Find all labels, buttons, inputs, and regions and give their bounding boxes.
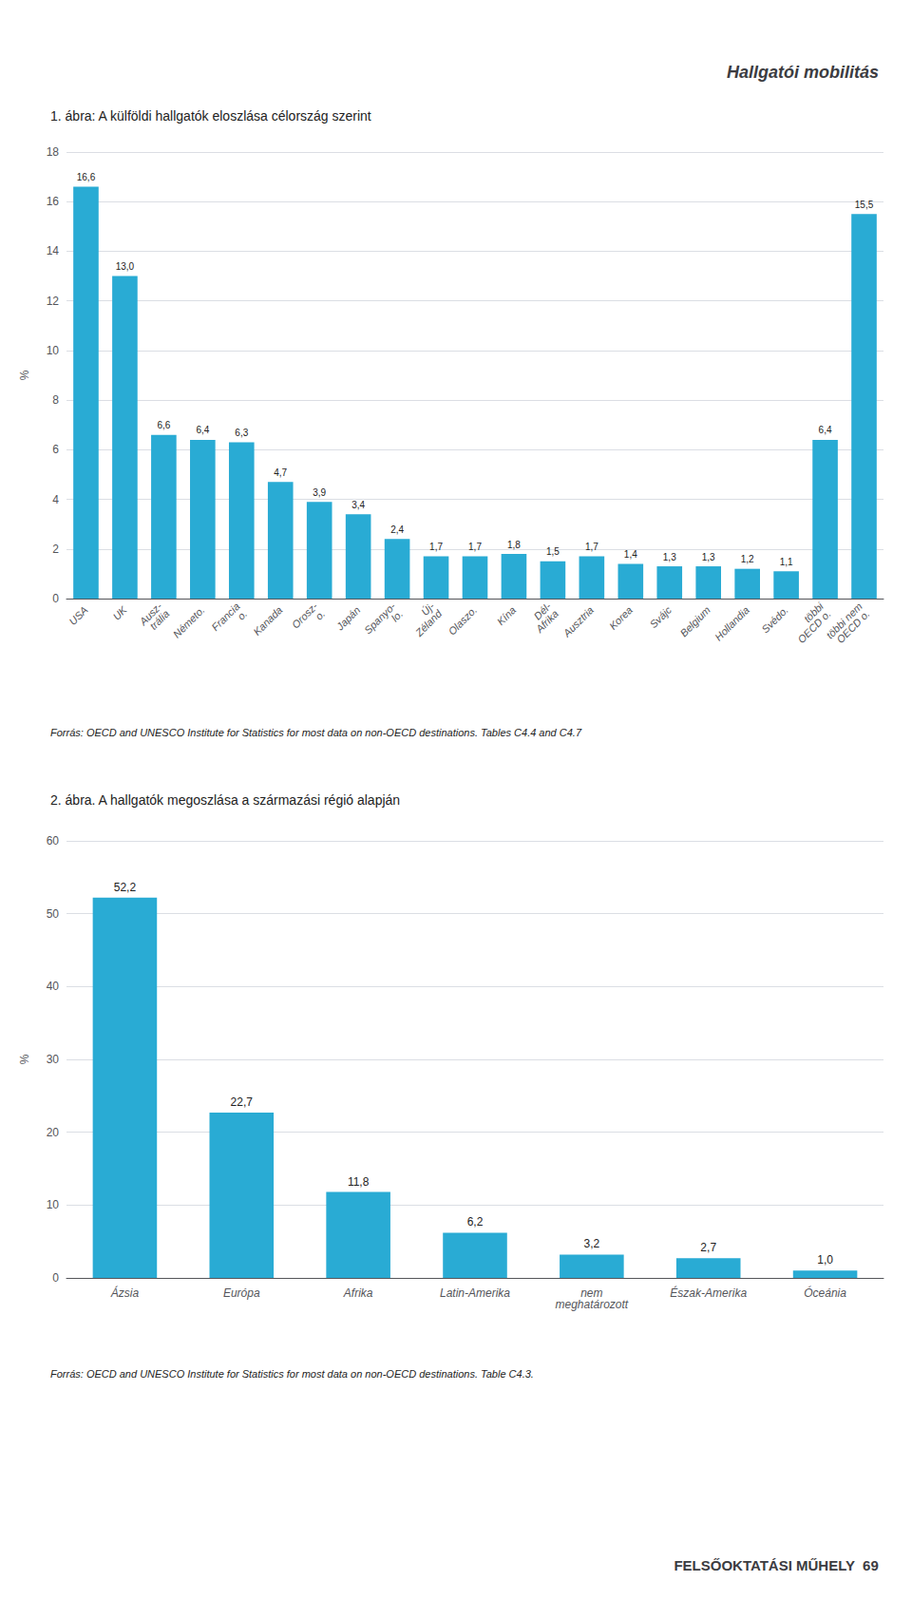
svg-text:20: 20 (46, 1125, 60, 1140)
svg-text:Forrás: OECD and UNESCO Instit: Forrás: OECD and UNESCO Institute for St… (50, 726, 583, 739)
svg-text:FELSŐOKTATÁSI MŰHELY 69: FELSŐOKTATÁSI MŰHELY 69 (673, 1557, 878, 1574)
svg-text:Afrika: Afrika (342, 1286, 374, 1300)
svg-text:6: 6 (52, 442, 59, 456)
svg-text:Ausztria: Ausztria (560, 604, 596, 640)
svg-text:22,7: 22,7 (230, 1095, 254, 1109)
svg-text:1,7: 1,7 (429, 541, 443, 552)
svg-text:6,4: 6,4 (818, 424, 833, 436)
svg-text:4,7: 4,7 (273, 467, 287, 478)
svg-text:1,4: 1,4 (624, 549, 638, 560)
svg-text:1,7: 1,7 (585, 541, 599, 552)
svg-text:UK: UK (110, 603, 130, 623)
svg-text:14: 14 (46, 244, 60, 258)
svg-text:Európa: Európa (223, 1286, 261, 1300)
svg-text:4: 4 (52, 493, 59, 507)
svg-text:2. ábra. A hallgatók megoszlás: 2. ábra. A hallgatók megoszlása a szárma… (50, 792, 400, 808)
svg-text:0: 0 (52, 591, 59, 606)
svg-text:1,7: 1,7 (468, 541, 482, 552)
svg-text:Kanada: Kanada (250, 604, 285, 638)
svg-text:0: 0 (52, 1271, 59, 1285)
svg-text:trália: trália (147, 608, 171, 632)
svg-text:Zéland: Zéland (412, 607, 445, 640)
svg-text:Kína: Kína (494, 604, 518, 627)
svg-text:Olaszo.: Olaszo. (445, 604, 479, 638)
svg-text:%: % (18, 1053, 32, 1064)
svg-text:50: 50 (46, 907, 60, 921)
svg-text:Új-: Új- (418, 600, 437, 618)
svg-text:%: % (18, 369, 32, 380)
svg-text:Latin-Amerika: Latin-Amerika (439, 1286, 511, 1300)
svg-text:Ausz-: Ausz- (137, 600, 165, 628)
svg-text:USA: USA (66, 604, 90, 627)
svg-text:1,3: 1,3 (663, 551, 677, 563)
svg-text:Belgium: Belgium (677, 604, 713, 640)
svg-text:Óceánia: Óceánia (803, 1285, 847, 1300)
svg-text:6,4: 6,4 (195, 424, 209, 436)
svg-text:Dél-: Dél- (531, 600, 554, 622)
svg-text:6,2: 6,2 (467, 1215, 484, 1229)
svg-text:3,2: 3,2 (584, 1236, 601, 1251)
svg-text:16,6: 16,6 (76, 171, 96, 183)
svg-text:3,4: 3,4 (351, 499, 365, 511)
svg-text:többi: többi (801, 600, 826, 625)
svg-text:Korea: Korea (607, 604, 635, 632)
svg-text:10: 10 (46, 1197, 60, 1212)
svg-text:Orosz-: Orosz- (289, 600, 320, 631)
svg-text:8: 8 (52, 393, 59, 407)
svg-text:meghatározott: meghatározott (554, 1297, 628, 1311)
svg-text:2: 2 (52, 542, 59, 556)
svg-text:Hallgatói mobilitás: Hallgatói mobilitás (726, 62, 879, 82)
svg-text:30: 30 (46, 1052, 60, 1066)
svg-text:15,5: 15,5 (855, 199, 874, 210)
svg-text:OECD o.: OECD o. (834, 608, 873, 646)
svg-text:18: 18 (46, 145, 60, 159)
svg-text:o.: o. (312, 608, 327, 623)
svg-text:3,9: 3,9 (312, 487, 326, 498)
svg-text:nem: nem (580, 1286, 603, 1300)
svg-text:Forrás: OECD and UNESCO Instit: Forrás: OECD and UNESCO Institute for St… (50, 1368, 534, 1380)
svg-text:2,7: 2,7 (700, 1240, 717, 1254)
svg-text:6,6: 6,6 (156, 419, 171, 431)
svg-text:többi nem: többi nem (823, 600, 865, 641)
svg-text:Észak-Amerika: Észak-Amerika (669, 1285, 747, 1300)
svg-text:lo.: lo. (389, 608, 406, 625)
svg-text:1,3: 1,3 (702, 551, 716, 563)
svg-text:10: 10 (46, 343, 60, 358)
svg-text:12: 12 (46, 294, 60, 308)
svg-text:Japán: Japán (333, 604, 362, 633)
svg-text:2,4: 2,4 (390, 524, 404, 535)
svg-text:Németo.: Németo. (171, 604, 208, 641)
svg-text:Afrika: Afrika (532, 608, 561, 636)
svg-text:Francia: Francia (209, 600, 242, 633)
svg-text:13,0: 13,0 (115, 261, 135, 272)
svg-text:1. ábra: A külföldi hallgatók: 1. ábra: A külföldi hallgatók eloszlása … (50, 108, 372, 124)
svg-text:60: 60 (46, 834, 60, 848)
svg-text:OECD o.: OECD o. (795, 608, 834, 646)
svg-text:Ázsia: Ázsia (110, 1285, 140, 1300)
svg-text:Hollandia: Hollandia (712, 604, 752, 644)
svg-text:1,2: 1,2 (741, 553, 755, 565)
svg-text:16: 16 (46, 194, 60, 209)
svg-text:1,5: 1,5 (546, 546, 560, 557)
svg-text:1,0: 1,0 (817, 1253, 834, 1267)
svg-text:11,8: 11,8 (347, 1175, 370, 1189)
svg-text:o.: o. (234, 608, 249, 623)
svg-text:Spanyo-: Spanyo- (361, 600, 398, 636)
svg-text:Svájc: Svájc (647, 603, 675, 630)
svg-text:52,2: 52,2 (114, 880, 137, 894)
svg-text:Svédo.: Svédo. (759, 604, 791, 636)
svg-text:1,1: 1,1 (779, 556, 794, 568)
svg-text:6,3: 6,3 (234, 427, 248, 438)
svg-text:40: 40 (46, 979, 60, 993)
svg-text:1,8: 1,8 (507, 539, 521, 551)
